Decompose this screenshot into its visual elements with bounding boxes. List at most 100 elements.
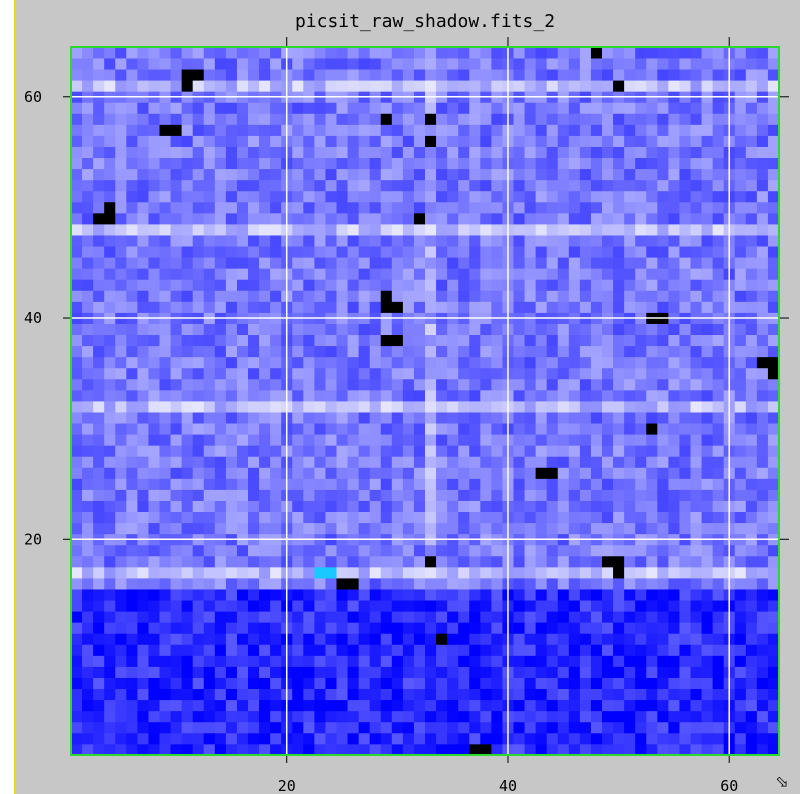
heatmap-cell [602, 721, 614, 734]
heatmap-cell [148, 135, 160, 147]
heatmap-cell [325, 710, 337, 723]
heatmap-cell [126, 489, 138, 501]
heatmap-cell [380, 434, 393, 446]
heatmap-cell [701, 566, 714, 579]
heatmap-cell [469, 555, 481, 568]
heatmap-cell [557, 677, 570, 690]
heatmap-cell [137, 677, 149, 690]
heatmap-cell [369, 589, 382, 601]
heatmap-cell [126, 367, 138, 380]
heatmap-cell [82, 401, 94, 413]
heatmap-cell [303, 124, 315, 136]
heatmap-cell [657, 301, 669, 313]
heatmap-cell [568, 688, 581, 701]
heatmap-cell [148, 555, 160, 568]
heatmap-cell [325, 423, 337, 435]
heatmap-cell [668, 367, 680, 380]
heatmap-cell [436, 378, 448, 391]
heatmap-cell [358, 666, 371, 678]
heatmap-cell [391, 644, 404, 656]
heatmap-cell [259, 80, 271, 92]
heatmap-cell [568, 367, 581, 380]
heatmap-cell [203, 345, 216, 358]
heatmap-cell [292, 290, 304, 302]
heatmap-cell [513, 345, 525, 358]
heatmap-cell [369, 566, 382, 579]
heatmap-cell [745, 699, 758, 712]
heatmap-cell [590, 522, 603, 535]
heatmap-cell [668, 168, 680, 181]
heatmap-cell [513, 445, 525, 457]
heatmap-cell [546, 356, 559, 369]
heatmap-cell [745, 212, 758, 225]
heatmap-cell [413, 389, 426, 402]
heatmap-cell [181, 688, 194, 701]
heatmap-cell [712, 224, 725, 236]
heatmap-cell [325, 622, 337, 634]
heatmap-cell [358, 445, 371, 457]
heatmap-cell [491, 257, 503, 269]
heatmap-cell [314, 467, 326, 479]
heatmap-cell [646, 622, 658, 634]
heatmap-cell [402, 544, 415, 557]
heatmap-cell [535, 456, 548, 468]
heatmap-cell [590, 268, 603, 280]
heatmap-cell [425, 279, 437, 291]
resize-corner-icon[interactable]: ⬂ [775, 772, 789, 791]
heatmap-cell [358, 157, 371, 170]
heatmap-cell [579, 644, 592, 656]
heatmap-cell [679, 246, 691, 258]
heatmap-cell [159, 699, 171, 712]
heatmap-cell [203, 456, 216, 468]
heatmap-cell [336, 611, 348, 623]
heatmap-cell [325, 334, 337, 347]
heatmap-cell [524, 80, 537, 92]
heatmap-cell [314, 578, 326, 590]
heatmap-cell [712, 566, 725, 579]
heatmap-cell [635, 124, 647, 136]
heatmap-cell [292, 190, 304, 203]
heatmap-cell [303, 600, 315, 612]
heatmap-cell [71, 445, 83, 457]
heatmap-cell [458, 544, 470, 557]
heatmap-cell [579, 268, 592, 280]
heatmap-cell [745, 622, 758, 634]
heatmap-cell [192, 279, 205, 291]
heatmap-cell [635, 201, 647, 214]
heatmap-cell [303, 633, 315, 645]
heatmap-cell [657, 721, 669, 734]
heatmap-cell [170, 566, 183, 579]
heatmap-cell [734, 80, 747, 92]
heatmap-cell [458, 69, 470, 81]
heatmap-cell [93, 212, 105, 225]
heatmap-cell [447, 600, 459, 612]
heatmap-cell [93, 412, 105, 424]
heatmap-cell [613, 633, 625, 645]
heatmap-cell [712, 58, 725, 70]
heatmap-cell [579, 113, 592, 125]
heatmap-cell [292, 135, 304, 147]
heatmap-cell [380, 522, 393, 535]
heatmap-cell [104, 423, 116, 435]
heatmap-cell [93, 102, 105, 114]
heatmap-cell [391, 102, 404, 114]
heatmap-cell [745, 268, 758, 280]
heatmap-cell [391, 334, 404, 347]
heatmap-cell [248, 600, 260, 612]
heatmap-cell [369, 478, 382, 490]
heatmap-cell [491, 467, 503, 479]
heatmap-cell [259, 378, 271, 391]
heatmap-cell [170, 633, 183, 645]
heatmap-cell [413, 47, 426, 59]
heatmap-cell [71, 489, 83, 501]
heatmap-cell [126, 456, 138, 468]
heatmap-cell [535, 555, 548, 568]
heatmap-cell [590, 356, 603, 369]
heatmap-cell [745, 555, 758, 568]
heatmap-cell [469, 356, 481, 369]
heatmap-cell [458, 666, 470, 678]
heatmap-cell [535, 179, 548, 192]
heatmap-cell [413, 456, 426, 468]
heatmap-cell [391, 345, 404, 358]
heatmap-cell [756, 246, 769, 258]
